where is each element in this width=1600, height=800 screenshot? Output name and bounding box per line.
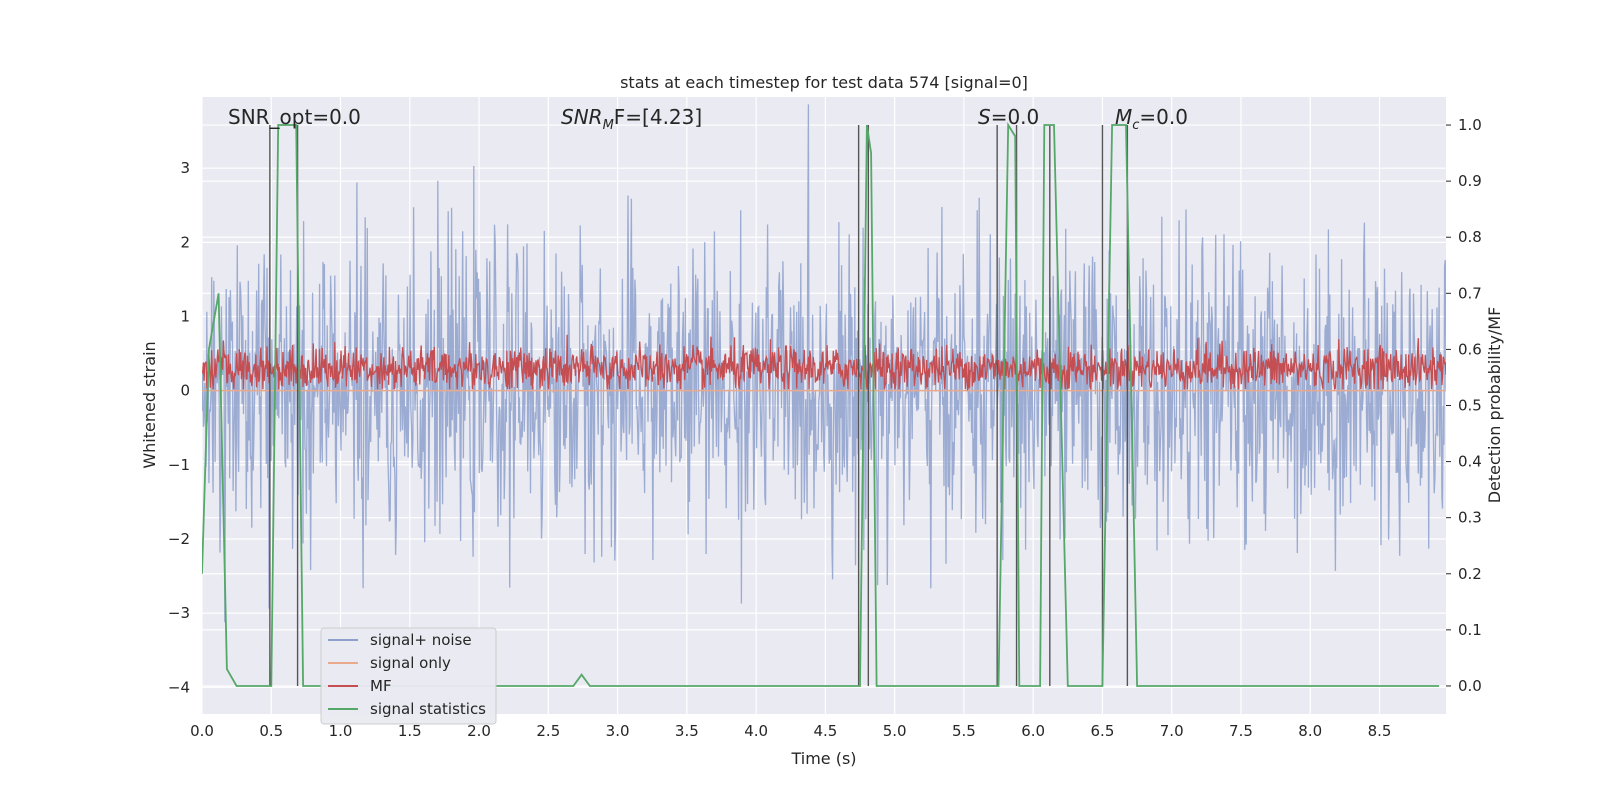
annotation-snr-mf-main: SNR [561,105,603,129]
y-tick-label: 3 [180,159,190,177]
y2-tick-label: 0.7 [1458,284,1482,302]
x-tick-label: 0.0 [190,722,214,740]
annotation-s-rest: =0.0 [991,105,1040,129]
y-axis-label: Whitened strain [140,341,159,468]
x-tick-label: 4.0 [744,722,768,740]
chart-title: stats at each timestep for test data 574… [620,73,1028,92]
legend-label-signal-only: signal only [370,654,451,672]
x-tick-label: 4.5 [813,722,837,740]
annotation-mc-main: M [1115,105,1132,129]
x-tick-label: 5.5 [952,722,976,740]
y2-tick-label: 0.5 [1458,397,1482,415]
x-tick-label: 1.5 [398,722,422,740]
y2-tick-label: 0.3 [1458,509,1482,527]
y-tick-label: 1 [180,308,190,326]
legend-label-stats: signal statistics [370,700,486,718]
y-tick-label: 2 [180,233,190,251]
series-signal-noise [202,104,1446,623]
x-tick-label: 5.0 [883,722,907,740]
annotation-snr-mf-rest: F=[4.23] [614,105,702,129]
x-tick-label: 8.5 [1368,722,1392,740]
annotation-snr-mf-sub: M [603,118,614,133]
y2-tick-label: 0.1 [1458,621,1482,639]
legend-box [320,627,497,725]
y2-tick-label: 0.8 [1458,228,1482,246]
y2-axis-label: Detection probability/MF [1485,307,1504,504]
annotation-mc: Mc=0.0 [1115,105,1188,133]
ticks: 0.0 0.5 1.0 1.5 2.0 2.5 3.0 3.5 4.0 4.5 5.0 5.5 6.0 6… [168,116,1482,740]
plot-content [202,104,1446,687]
x-tick-label: 8.0 [1298,722,1322,740]
legend-label-mf: MF [370,677,392,695]
x-tick-label: 1.0 [329,722,353,740]
legend-label-noise: signal+ noise [370,631,472,649]
series-signal-statistics [202,121,1440,687]
x-axis-label: Time (s) [790,749,856,768]
x-tick-label: 3.5 [675,722,699,740]
x-tick-label: 3.0 [606,722,630,740]
annotation-snr-mf: SNRMF=[4.23] [561,105,702,133]
y-tick-label: −3 [168,604,190,622]
y2-tick-label: 1.0 [1458,116,1482,134]
series-mf [202,334,1446,392]
annotation-snr-opt: SNR_opt=0.0 [228,105,361,129]
x-tick-label: 6.5 [1091,722,1115,740]
x-tick-label: 2.0 [467,722,491,740]
y-tick-label: −4 [168,678,190,696]
y-tick-label: −1 [168,456,190,474]
annotation-s: S=0.0 [978,105,1039,129]
y-tick-label: 0 [180,382,190,400]
x-tick-label: 6.0 [1021,722,1045,740]
y2-tick-label: 0.4 [1458,453,1482,471]
y-tick-label: −2 [168,530,190,548]
y2-tick-label: 0.0 [1458,677,1482,695]
annotation-mc-rest: =0.0 [1139,105,1188,129]
x-tick-label: 2.5 [536,722,560,740]
annotation-s-main: S [978,105,991,129]
legend: signal+ noise signal only MF signal stat… [320,627,497,725]
x-tick-label: 7.5 [1229,722,1253,740]
x-tick-label: 7.0 [1160,722,1184,740]
y2-tick-label: 0.2 [1458,565,1482,583]
y2-tick-label: 0.9 [1458,172,1482,190]
y2-tick-label: 0.6 [1458,340,1482,358]
x-tick-label: 0.5 [259,722,283,740]
annotation-mc-sub: c [1132,118,1139,133]
